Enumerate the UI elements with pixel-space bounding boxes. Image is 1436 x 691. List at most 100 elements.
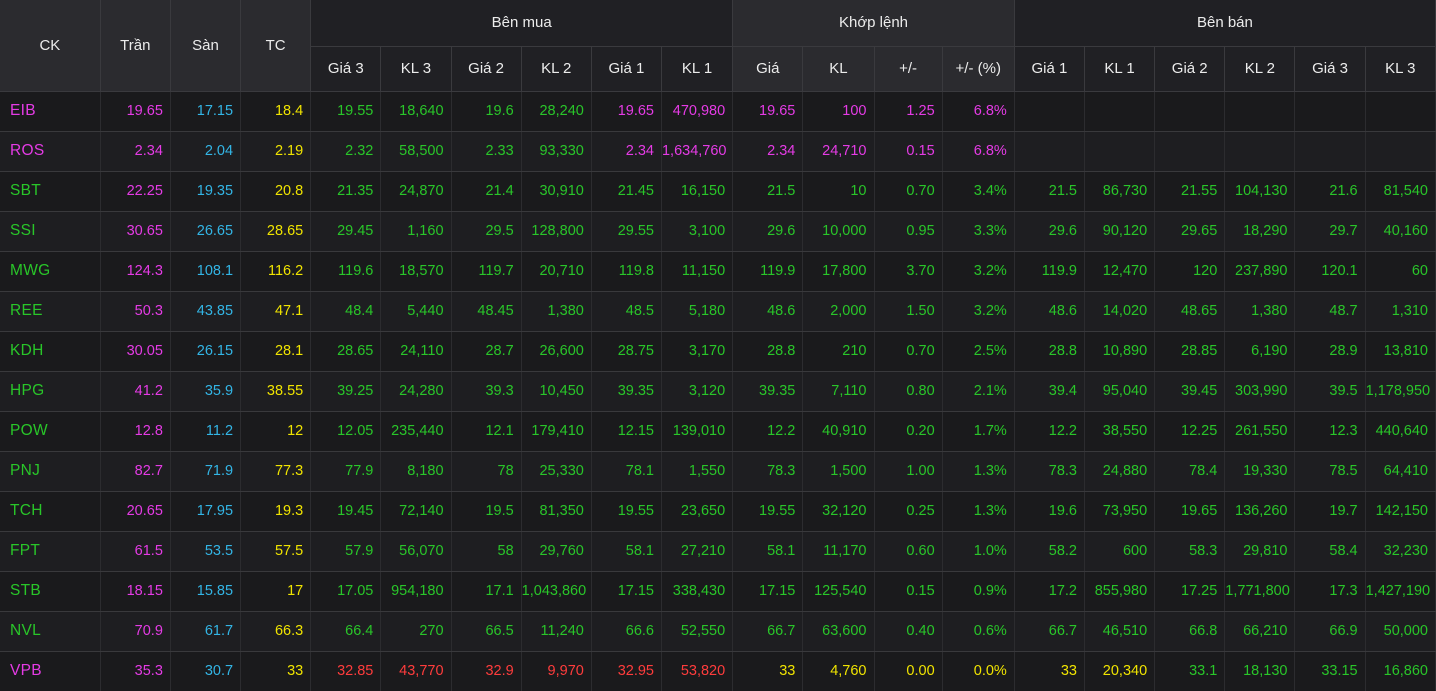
buy-volume[interactable]: 81,350 xyxy=(521,491,592,532)
floor-price[interactable]: 2.04 xyxy=(170,131,242,172)
sell-volume[interactable]: 1,380 xyxy=(1224,291,1296,332)
reference-price[interactable]: 12 xyxy=(240,411,312,452)
buy-volume[interactable]: 11,240 xyxy=(521,611,592,652)
sell-price[interactable]: 48.6 xyxy=(1014,291,1085,332)
ceiling-price[interactable]: 30.05 xyxy=(100,331,171,372)
floor-price[interactable]: 17.15 xyxy=(170,91,242,132)
sell-volume[interactable]: 16,860 xyxy=(1365,651,1436,691)
buy-price[interactable]: 28.65 xyxy=(310,331,382,372)
buy-price[interactable]: 2.34 xyxy=(591,131,662,172)
buy-price[interactable]: 119.6 xyxy=(310,251,382,292)
sell-price[interactable]: 66.7 xyxy=(1014,611,1085,652)
match-change[interactable]: 3.70 xyxy=(874,251,943,292)
buy-volume[interactable]: 9,970 xyxy=(521,651,592,691)
buy-price[interactable]: 12.05 xyxy=(310,411,382,452)
match-change[interactable]: 0.70 xyxy=(874,331,943,372)
buy-volume[interactable]: 25,330 xyxy=(521,451,592,492)
buy-volume[interactable]: 470,980 xyxy=(661,91,734,132)
buy-volume[interactable]: 1,634,760 xyxy=(661,131,734,172)
match-change[interactable]: 0.95 xyxy=(874,211,943,252)
sell-price[interactable]: 33.15 xyxy=(1294,651,1366,691)
sell-volume[interactable]: 1,310 xyxy=(1365,291,1436,332)
stock-code[interactable]: KDH xyxy=(0,331,101,372)
buy-volume[interactable]: 93,330 xyxy=(521,131,592,172)
floor-price[interactable]: 43.85 xyxy=(170,291,242,332)
sell-price[interactable]: 29.7 xyxy=(1294,211,1366,252)
ceiling-price[interactable]: 70.9 xyxy=(100,611,171,652)
match-change-pct[interactable]: 2.1% xyxy=(942,371,1015,412)
buy-price[interactable]: 17.05 xyxy=(310,571,382,612)
match-price[interactable]: 119.9 xyxy=(732,251,804,292)
sell-price[interactable]: 33 xyxy=(1014,651,1085,691)
floor-price[interactable]: 11.2 xyxy=(170,411,242,452)
match-change-pct[interactable]: 3.3% xyxy=(942,211,1015,252)
buy-volume[interactable]: 24,870 xyxy=(380,171,452,212)
buy-volume[interactable]: 11,150 xyxy=(661,251,734,292)
buy-volume[interactable]: 139,010 xyxy=(661,411,734,452)
reference-price[interactable]: 18.4 xyxy=(240,91,312,132)
match-volume[interactable]: 2,000 xyxy=(802,291,875,332)
reference-price[interactable]: 77.3 xyxy=(240,451,312,492)
buy-price[interactable]: 66.5 xyxy=(451,611,522,652)
buy-price[interactable]: 19.55 xyxy=(591,491,662,532)
sell-price[interactable]: 28.85 xyxy=(1154,331,1226,372)
buy-price[interactable]: 57.9 xyxy=(310,531,382,572)
stock-code[interactable]: STB xyxy=(0,571,101,612)
match-change-pct[interactable]: 0.9% xyxy=(942,571,1015,612)
buy-price[interactable]: 29.5 xyxy=(451,211,522,252)
sell-price[interactable]: 12.3 xyxy=(1294,411,1366,452)
sell-price[interactable] xyxy=(1154,91,1226,132)
match-volume[interactable]: 4,760 xyxy=(802,651,875,691)
sell-price[interactable]: 17.25 xyxy=(1154,571,1226,612)
ceiling-price[interactable]: 61.5 xyxy=(100,531,171,572)
reference-price[interactable]: 38.55 xyxy=(240,371,312,412)
ceiling-price[interactable]: 20.65 xyxy=(100,491,171,532)
buy-price[interactable]: 39.25 xyxy=(310,371,382,412)
sell-volume[interactable]: 13,810 xyxy=(1365,331,1436,372)
sell-price[interactable]: 17.2 xyxy=(1014,571,1085,612)
sell-volume[interactable]: 600 xyxy=(1084,531,1156,572)
ceiling-price[interactable]: 124.3 xyxy=(100,251,171,292)
sell-volume[interactable]: 303,990 xyxy=(1224,371,1296,412)
buy-volume[interactable]: 23,650 xyxy=(661,491,734,532)
sell-volume[interactable]: 19,330 xyxy=(1224,451,1296,492)
ceiling-price[interactable]: 41.2 xyxy=(100,371,171,412)
sell-volume[interactable]: 1,178,950 xyxy=(1365,371,1436,412)
match-price[interactable]: 29.6 xyxy=(732,211,804,252)
buy-price[interactable]: 39.35 xyxy=(591,371,662,412)
reference-price[interactable]: 28.1 xyxy=(240,331,312,372)
floor-price[interactable]: 17.95 xyxy=(170,491,242,532)
buy-volume[interactable]: 24,280 xyxy=(380,371,452,412)
sell-volume[interactable]: 40,160 xyxy=(1365,211,1436,252)
sell-price[interactable] xyxy=(1154,131,1226,172)
buy-volume[interactable]: 8,180 xyxy=(380,451,452,492)
match-change[interactable]: 0.40 xyxy=(874,611,943,652)
sell-price[interactable]: 28.9 xyxy=(1294,331,1366,372)
buy-volume[interactable]: 18,640 xyxy=(380,91,452,132)
buy-volume[interactable]: 27,210 xyxy=(661,531,734,572)
floor-price[interactable]: 53.5 xyxy=(170,531,242,572)
sell-volume[interactable] xyxy=(1084,131,1156,172)
sell-volume[interactable]: 14,020 xyxy=(1084,291,1156,332)
match-change[interactable]: 0.15 xyxy=(874,571,943,612)
buy-price[interactable]: 29.45 xyxy=(310,211,382,252)
reference-price[interactable]: 20.8 xyxy=(240,171,312,212)
match-change-pct[interactable]: 3.4% xyxy=(942,171,1015,212)
sell-price[interactable]: 33.1 xyxy=(1154,651,1226,691)
floor-price[interactable]: 26.15 xyxy=(170,331,242,372)
sell-price[interactable]: 48.7 xyxy=(1294,291,1366,332)
buy-volume[interactable]: 58,500 xyxy=(380,131,452,172)
buy-price[interactable]: 21.4 xyxy=(451,171,522,212)
buy-volume[interactable]: 16,150 xyxy=(661,171,734,212)
match-volume[interactable]: 1,500 xyxy=(802,451,875,492)
match-price[interactable]: 39.35 xyxy=(732,371,804,412)
sell-price[interactable] xyxy=(1014,91,1085,132)
buy-price[interactable]: 66.6 xyxy=(591,611,662,652)
buy-price[interactable]: 21.45 xyxy=(591,171,662,212)
buy-price[interactable]: 58 xyxy=(451,531,522,572)
buy-volume[interactable]: 128,800 xyxy=(521,211,592,252)
ceiling-price[interactable]: 50.3 xyxy=(100,291,171,332)
floor-price[interactable]: 61.7 xyxy=(170,611,242,652)
buy-price[interactable]: 66.4 xyxy=(310,611,382,652)
buy-price[interactable]: 19.6 xyxy=(451,91,522,132)
